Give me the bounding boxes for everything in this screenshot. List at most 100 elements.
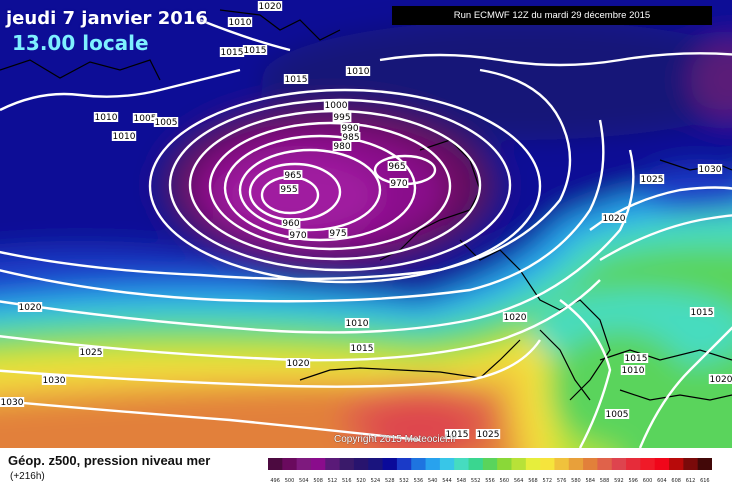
copyright: Copyright 2015 Meteociel.fr — [334, 434, 457, 445]
color-scale-label: 556 — [485, 478, 495, 483]
isobar-label-bg — [153, 117, 179, 127]
color-scale-label: 616 — [700, 478, 710, 483]
color-scale-swatch — [468, 458, 484, 470]
color-scale-swatch — [525, 458, 541, 470]
color-scale-swatch — [611, 458, 627, 470]
color-scale-label: 500 — [285, 478, 295, 483]
color-scale-swatch — [353, 458, 369, 470]
isobar-label-bg — [257, 1, 283, 11]
isobar-label-bg — [332, 112, 352, 122]
model-run-label: Run ECMWF 12Z du mardi 29 décembre 2015 — [392, 6, 712, 25]
color-scale-labels: 496 500 504 508 512 516 520 524 528 532 536 540 544 5… — [270, 478, 710, 483]
isobar-label-bg — [0, 397, 25, 407]
color-scale-label: 612 — [686, 478, 696, 483]
isobar-label: 1030 — [699, 165, 722, 175]
isobar-label-bg — [604, 409, 630, 419]
geopotential-field — [0, 0, 732, 448]
color-scale-label: 572 — [543, 478, 553, 483]
isobar-label-bg — [328, 228, 348, 238]
isobar-label: 1020 — [259, 2, 282, 12]
isobar-label-bg — [279, 184, 299, 194]
color-scale-label: 516 — [342, 478, 352, 483]
isobar-label-bg — [111, 131, 137, 141]
isobar-label-bg — [285, 358, 311, 368]
isobar-label: 1015 — [446, 430, 469, 440]
isobar-label: 1015 — [691, 308, 714, 318]
isobar-label: 1020 — [504, 313, 527, 323]
isobars — [0, 18, 732, 448]
color-scale-label: 548 — [457, 478, 467, 483]
isobar-label-bg — [323, 100, 349, 110]
isobar-label-bg — [502, 312, 528, 322]
isobar-label: 1020 — [19, 303, 42, 313]
color-scale-label: 596 — [628, 478, 638, 483]
color-scale-label: 588 — [600, 478, 610, 483]
color-scale-swatch — [325, 458, 341, 470]
color-scale-swatch — [382, 458, 398, 470]
isobar-label: 1015 — [285, 75, 308, 85]
isobar-label: 1010 — [622, 366, 645, 376]
isobar-label: 970 — [390, 179, 407, 189]
color-scale-label: 592 — [614, 478, 624, 483]
isobar-label: 970 — [289, 231, 306, 241]
isobar-label: 1030 — [43, 376, 66, 386]
isobar-label-bg — [344, 318, 370, 328]
color-scale-label: 604 — [657, 478, 667, 483]
isobar-label-bg — [341, 132, 361, 142]
color-scale-label: 504 — [299, 478, 309, 483]
isobar-label-bg — [389, 178, 409, 188]
color-scale-label: 528 — [385, 478, 395, 483]
color-scale-swatch — [568, 458, 584, 470]
color-scale-label: 584 — [585, 478, 595, 483]
color-scale-swatch — [697, 458, 712, 470]
color-scale-label: 508 — [313, 478, 323, 483]
isobar-label-bg — [288, 230, 308, 240]
color-scale-label: 568 — [528, 478, 538, 483]
color-scale-swatch — [540, 458, 555, 470]
isobar-label-bg — [623, 353, 649, 363]
isobar-label-bg — [340, 123, 360, 133]
isobar-label-bg — [242, 45, 268, 55]
color-scale-label: 520 — [356, 478, 366, 483]
isobar-label-bg — [697, 164, 723, 174]
isobar-label: 1015 — [244, 46, 267, 56]
isobar-label: 1010 — [113, 132, 136, 142]
color-scale-swatch — [368, 458, 384, 470]
isobar-label: 955 — [280, 185, 297, 195]
isobar-label: 1005 — [155, 118, 178, 128]
color-scale-swatch — [669, 458, 684, 470]
color-scale-swatch — [310, 458, 326, 470]
color-scale — [268, 458, 712, 470]
color-scale-swatch — [339, 458, 355, 470]
isobar-label-bg — [444, 429, 470, 439]
isobar-label: 1010 — [346, 319, 369, 329]
color-scale-label: 580 — [571, 478, 581, 483]
color-scale-swatch — [296, 458, 312, 470]
color-scale-swatch — [511, 458, 527, 470]
isobar-label-bg — [601, 213, 627, 223]
isobar-label: 1020 — [710, 375, 732, 385]
isobar-label: 1010 — [347, 67, 370, 77]
color-scale-swatch — [583, 458, 598, 470]
isobar-label-bg — [345, 66, 371, 76]
isobar-label: 975 — [329, 229, 346, 239]
color-scale-swatch — [554, 458, 570, 470]
isobar-label: 1030 — [1, 398, 24, 408]
isobar-label: 995 — [333, 113, 350, 123]
isobar-label: 1015 — [221, 48, 244, 58]
isobar-label: 1005 — [606, 410, 629, 420]
isobar-label-bg — [708, 374, 732, 384]
isobar-label-bg — [219, 47, 245, 57]
color-scale-label: 536 — [414, 478, 424, 483]
color-scale-label: 512 — [328, 478, 338, 483]
isobar-label: 1005 — [134, 114, 157, 124]
color-scale-label: 496 — [270, 478, 280, 483]
isobar-label-bg — [283, 74, 309, 84]
color-scale-swatch — [439, 458, 455, 470]
forecast-offset: (+216h) — [10, 471, 45, 482]
color-scale-swatch — [425, 458, 441, 470]
isobar-label: 1015 — [625, 354, 648, 364]
legend-footer: Géop. z500, pression niveau mer (+216h) … — [0, 448, 732, 488]
